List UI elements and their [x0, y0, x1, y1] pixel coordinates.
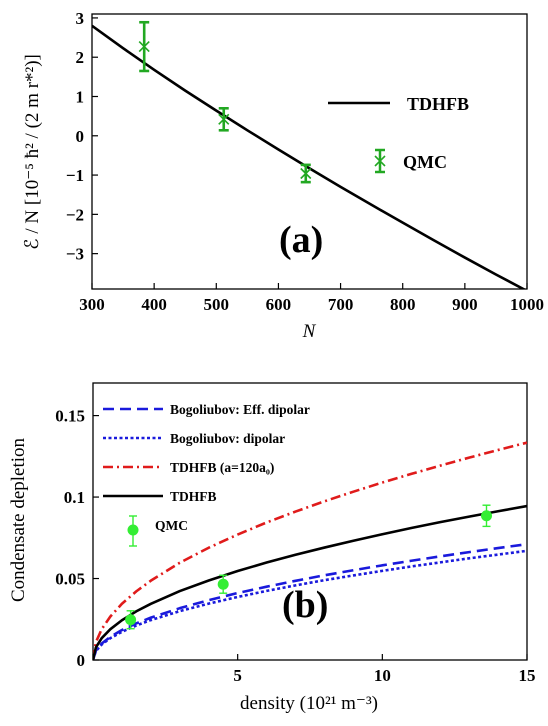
y-tick-label: 2	[76, 48, 85, 67]
legend-a-qmc-label: QMC	[403, 152, 447, 172]
panel-b-x-ticks: 5 10 15	[92, 654, 536, 685]
panel-a-tag: (a)	[279, 219, 323, 261]
panel-b-tag: (b)	[282, 584, 328, 626]
x-tick-label: 800	[390, 295, 416, 314]
x-tick-label: 400	[141, 295, 167, 314]
legend-b-bogo-eff-label: Bogoliubov: Eff. dipolar	[170, 402, 310, 417]
x-tick-label: 700	[328, 295, 354, 314]
panel-a-legend: TDHFB QMC	[328, 94, 469, 174]
legend-b-tdhfb-a-label: TDHFB (a=120a₀)	[170, 460, 274, 475]
panel-a-points	[138, 20, 312, 184]
legend-a-tdhfb-label: TDHFB	[407, 94, 469, 114]
legend-b-qmc-swatch	[127, 515, 139, 547]
x-tick-label: 10	[374, 666, 391, 685]
panel-b-legend: Bogoliubov: Eff. dipolar Bogoliubov: dip…	[103, 402, 310, 547]
panel-a: −3 −2 −1 0 1 2 3 300 400 500 600 700 800 900 1000 N ℰ…	[22, 9, 544, 342]
y-tick-label: 0	[76, 127, 85, 146]
x-tick-label: 1000	[510, 295, 544, 314]
data-point-qmc	[300, 163, 312, 184]
y-tick-label: −2	[66, 205, 84, 224]
panel-b-x-label: density (10²¹ m⁻³)	[240, 693, 378, 714]
y-tick-label: 3	[76, 9, 85, 28]
y-tick-label: −1	[66, 166, 84, 185]
x-tick-label: 5	[233, 666, 242, 685]
x-tick-label: 500	[204, 295, 230, 314]
series-line-tdhfb-a-120a	[93, 441, 527, 660]
panel-b-curves	[93, 441, 527, 660]
panel-a-curves	[92, 24, 527, 289]
series-line-bogoliubov-eff-dipolar	[93, 542, 527, 660]
x-tick-label: 300	[79, 295, 105, 314]
series-line-bogoliubov-dipolar	[93, 549, 527, 660]
panel-a-frame	[91, 13, 528, 290]
y-tick-label: −3	[66, 245, 84, 264]
panel-a-x-label: N	[302, 321, 317, 342]
data-point-qmc	[217, 574, 229, 594]
panel-b-frame	[92, 382, 528, 661]
series-line-tdhfb	[93, 504, 527, 660]
y-tick-label: 0	[77, 651, 86, 670]
y-tick-label: 0.05	[55, 570, 85, 589]
data-point-qmc	[218, 106, 230, 132]
panel-b-points	[125, 504, 492, 630]
panel-a-y-label: ℰ / N [10⁻⁵ ħ² / (2 m r*²)]	[22, 54, 43, 250]
legend-b-bogo-dip-label: Bogoliubov: dipolar	[170, 431, 285, 446]
x-tick-label: 15	[519, 666, 536, 685]
data-point-qmc	[138, 20, 150, 73]
panel-b-y-ticks: 0 0.05 0.1 0.15	[55, 407, 99, 670]
legend-a-qmc-swatch	[374, 148, 386, 174]
x-tick-label: 900	[452, 295, 478, 314]
y-tick-label: 0.15	[55, 407, 85, 426]
legend-b-tdhfb-label: TDHFB	[170, 489, 217, 504]
series-line-tdhfb	[92, 24, 527, 289]
panel-b-y-label: Condensate depletion	[8, 437, 29, 602]
y-tick-label: 0.1	[64, 488, 85, 507]
panel-b: 0 0.05 0.1 0.15 5 10 15 density (10²¹ m⁻³) Co…	[8, 382, 536, 714]
panel-a-x-ticks: 300 400 500 600 700 800 900 1000	[79, 283, 544, 314]
legend-b-qmc-label: QMC	[155, 518, 188, 533]
panel-a-y-ticks: −3 −2 −1 0 1 2 3	[66, 9, 98, 264]
data-point-qmc	[480, 504, 492, 528]
data-point-qmc	[125, 610, 137, 630]
y-tick-label: 1	[76, 88, 85, 107]
x-tick-label: 600	[266, 295, 292, 314]
